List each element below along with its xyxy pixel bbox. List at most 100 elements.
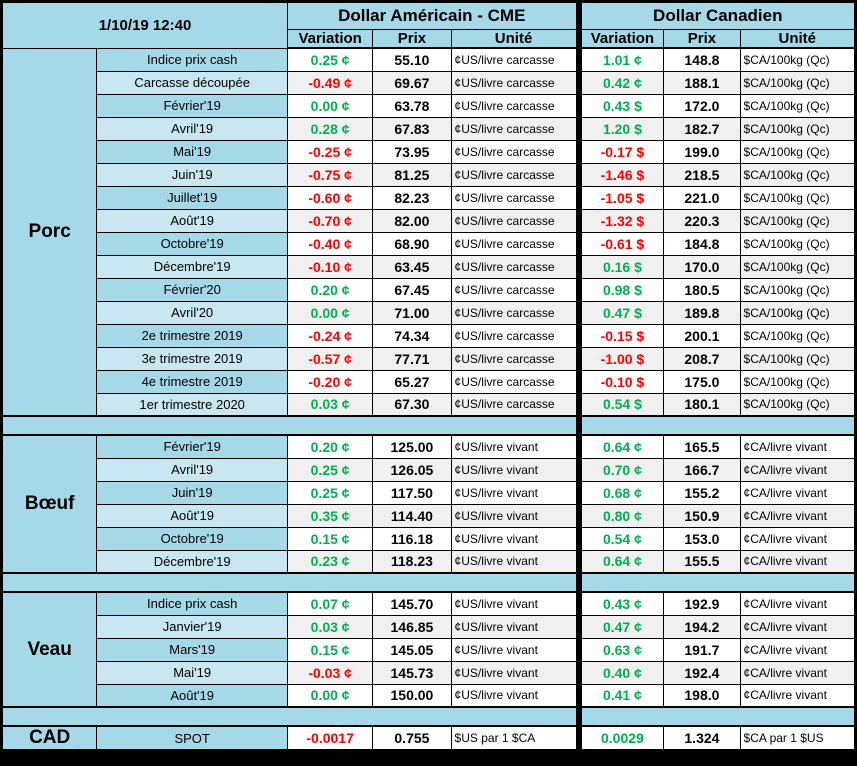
section-label-boeuf: Bœuf [0, 434, 98, 574]
cad-unit: ¢CA/livre vivant [739, 434, 857, 459]
usd-unit: ¢US/livre carcasse [450, 346, 580, 371]
usd-price: 68.90 [372, 231, 452, 256]
row-label: SPOT [96, 725, 288, 751]
cad-unit: $CA/100kg (Qc) [739, 254, 857, 279]
cad-unit: $CA/100kg (Qc) [739, 208, 857, 233]
cad-col-unite: Unité [739, 29, 857, 49]
usd-variation: -0.75 ¢ [286, 162, 374, 187]
usd-price: 146.85 [372, 614, 452, 639]
usd-unit: ¢US/livre vivant [450, 549, 580, 574]
row-label: Octobre'19 [96, 526, 288, 551]
cad-variation: 0.64 ¢ [575, 434, 665, 459]
usd-variation: 0.15 ¢ [286, 526, 374, 551]
row-label: Février'19 [96, 434, 288, 459]
cad-unit: $CA/100kg (Qc) [739, 346, 857, 371]
usd-variation: 0.28 ¢ [286, 116, 374, 141]
cad-price: 180.1 [663, 392, 741, 417]
cad-variation: 1.01 ¢ [575, 47, 665, 72]
row-label: Avril'19 [96, 116, 288, 141]
price-row-porc-9: Décembre'19 -0.10 ¢ 63.45 ¢US/livre carcass… [2, 254, 857, 279]
cad-variation: 0.54 ¢ [575, 526, 665, 551]
cad-unit: $CA/100kg (Qc) [739, 392, 857, 417]
cad-variation: 0.43 ¢ [575, 591, 665, 616]
separator-band-left [0, 572, 580, 593]
cad-group-title: Dollar Canadien [575, 1, 856, 30]
cad-variation: 0.42 ¢ [575, 70, 665, 95]
row-label: Carcasse découpée [96, 70, 288, 95]
usd-unit: ¢US/livre carcasse [450, 139, 580, 164]
cad-unit: ¢CA/livre vivant [739, 457, 857, 482]
cad-variation: 1.20 $ [575, 116, 665, 141]
usd-variation: -0.40 ¢ [286, 231, 374, 256]
usd-variation: 0.25 ¢ [286, 480, 374, 505]
usd-unit: ¢US/livre vivant [450, 637, 580, 662]
separator-band-left [0, 415, 580, 436]
price-row-porc-8: Octobre'19 -0.40 ¢ 68.90 ¢US/livre carcasse… [2, 231, 857, 256]
usd-variation: 0.23 ¢ [286, 549, 374, 574]
cad-price: 165.5 [663, 434, 741, 459]
usd-price: 67.83 [372, 116, 452, 141]
usd-price: 69.67 [372, 70, 452, 95]
row-label: Juillet'19 [96, 185, 288, 210]
section-label-cad: CAD [0, 725, 98, 751]
cad-variation: 0.47 $ [575, 300, 665, 325]
usd-unit: ¢US/livre vivant [450, 457, 580, 482]
usd-price: 82.00 [372, 208, 452, 233]
section-separator [0, 706, 856, 727]
cad-variation: -1.32 $ [575, 208, 665, 233]
price-row-boeuf-1: Avril'19 0.25 ¢ 126.05 ¢US/livre vivant 0.70… [2, 457, 857, 482]
usd-unit: ¢US/livre carcasse [450, 47, 580, 72]
usd-price: 71.00 [372, 300, 452, 325]
cad-variation: 0.98 $ [575, 277, 665, 302]
cad-unit: ¢CA/livre vivant [739, 503, 857, 528]
cad-unit: ¢CA/livre vivant [739, 660, 857, 685]
cad-price: 182.7 [663, 116, 741, 141]
usd-variation: -0.60 ¢ [286, 185, 374, 210]
cad-unit: $CA/100kg (Qc) [739, 70, 857, 95]
row-label: Août'19 [96, 208, 288, 233]
usd-unit: ¢US/livre carcasse [450, 369, 580, 394]
price-row-boeuf-3: Août'19 0.35 ¢ 114.40 ¢US/livre vivant 0.80 … [2, 503, 857, 528]
row-label: Indice prix cash [96, 591, 288, 616]
usd-unit: ¢US/livre vivant [450, 434, 580, 459]
usd-price: 67.30 [372, 392, 452, 417]
cad-variation: 0.41 ¢ [575, 683, 665, 708]
usd-price: 0.755 [372, 725, 452, 751]
usd-unit: ¢US/livre vivant [450, 591, 580, 616]
usd-price: 74.34 [372, 323, 452, 348]
row-label: Mars'19 [96, 637, 288, 662]
cad-unit: ¢CA/livre vivant [739, 683, 857, 708]
usd-variation: 0.25 ¢ [286, 457, 374, 482]
usd-price: 73.95 [372, 139, 452, 164]
cad-variation: 0.54 $ [575, 392, 665, 417]
report-timestamp: 1/10/19 12:40 [1, 1, 288, 49]
usd-price: 116.18 [372, 526, 452, 551]
usd-unit: ¢US/livre carcasse [450, 208, 580, 233]
usd-variation: 0.25 ¢ [286, 47, 374, 72]
cad-variation: -1.00 $ [575, 346, 665, 371]
row-label: 1er trimestre 2020 [96, 392, 288, 417]
cad-price: 148.8 [663, 47, 741, 72]
price-row-porc-11: Avril'20 0.00 ¢ 71.00 ¢US/livre carcasse 0.4… [2, 300, 857, 325]
row-label: Décembre'19 [96, 254, 288, 279]
cad-unit: $CA/100kg (Qc) [739, 116, 857, 141]
section-separator [0, 572, 856, 593]
usd-price: 150.00 [372, 683, 452, 708]
usd-unit: ¢US/livre carcasse [450, 93, 580, 118]
cad-variation: -0.17 $ [575, 139, 665, 164]
price-row-porc-10: Février'20 0.20 ¢ 67.45 ¢US/livre carcasse 0… [2, 277, 857, 302]
price-row-porc-3: Avril'19 0.28 ¢ 67.83 ¢US/livre carcasse 1.2… [2, 116, 857, 141]
cad-price: 180.5 [663, 277, 741, 302]
section-label-porc: Porc [0, 47, 98, 417]
cad-unit: $CA/100kg (Qc) [739, 300, 857, 325]
cad-price: 188.1 [663, 70, 741, 95]
cad-unit: ¢CA/livre vivant [739, 637, 857, 662]
cad-price: 218.5 [663, 162, 741, 187]
usd-variation: 0.07 ¢ [286, 591, 374, 616]
usd-variation: 0.00 ¢ [286, 93, 374, 118]
cad-variation: 0.47 ¢ [575, 614, 665, 639]
usd-price: 117.50 [372, 480, 452, 505]
usd-col-variation: Variation [286, 29, 374, 49]
usd-price: 125.00 [372, 434, 452, 459]
cad-price: 191.7 [663, 637, 741, 662]
